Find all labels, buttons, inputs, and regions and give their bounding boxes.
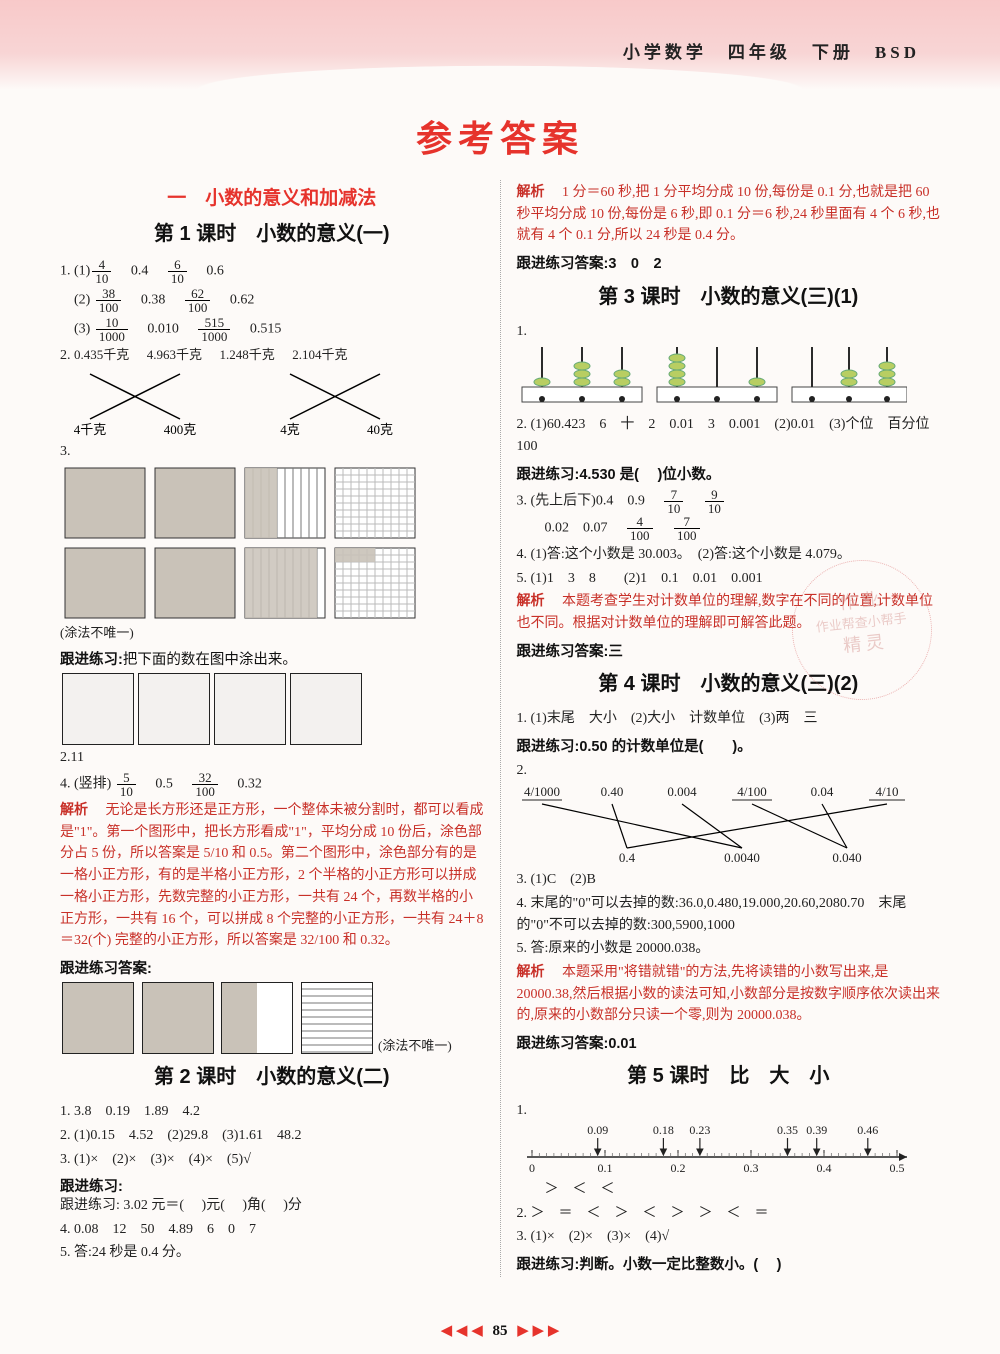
- svg-text:0.23: 0.23: [689, 1123, 710, 1137]
- svg-text:400克: 400克: [164, 422, 197, 437]
- svg-text:40克: 40克: [367, 422, 393, 437]
- s4-q3: 3. (1)C (2)B: [517, 869, 941, 891]
- s2-q5: 5. 答:24 秒是 0.4 分。: [60, 1242, 484, 1264]
- s1-q1-r2: (2) 38100 0.38 62100 0.62: [60, 287, 484, 314]
- svg-text:0.040: 0.040: [832, 850, 861, 865]
- svg-text:4/10: 4/10: [875, 784, 898, 799]
- s1-q1-r3: (3) 101000 0.010 5151000 0.515: [60, 316, 484, 343]
- left-column: 一 小数的意义和加减法 第 1 课时 小数的意义(一) 1. (1)410 0.…: [60, 180, 501, 1277]
- svg-text:0.2: 0.2: [670, 1161, 685, 1175]
- s4-follow: 跟进练习:0.50 的计数单位是( )。: [517, 736, 941, 758]
- abacus-diagram: [517, 342, 907, 412]
- s1-follow-ans-label: 跟进练习答案:: [60, 958, 484, 980]
- s5-follow: 跟进练习:判断。小数一定比整数小。( ): [517, 1254, 941, 1276]
- page: 小学数学 四年级 下册 BSD 参考答案 一 小数的意义和加减法 第 1 课时 …: [0, 0, 1000, 1354]
- page-number: 85: [493, 1323, 508, 1339]
- s3-follow-ans: 跟进练习答案:三: [517, 641, 941, 663]
- svg-text:0.1: 0.1: [597, 1161, 612, 1175]
- svg-text:0.5: 0.5: [889, 1161, 904, 1175]
- svg-text:0.40: 0.40: [600, 784, 623, 799]
- svg-text:0.004: 0.004: [667, 784, 697, 799]
- s4-q2-match: 4/1000 0.40 0.004 4/100 0.04 4/10 0.4 0.…: [517, 782, 917, 867]
- s3-follow: 跟进练习:4.530 是( )位小数。: [517, 464, 941, 486]
- s2-q1: 1. 3.8 0.19 1.89 4.2: [60, 1101, 484, 1123]
- svg-text:0.35: 0.35: [777, 1123, 798, 1137]
- s4-q2: 2. 4/1000 0.40 0.004 4/100 0.04 4/10 0.4…: [517, 760, 941, 867]
- s3-q3: 3. (先上后下)0.4 0.9 710 910 0.02 0.07 4100 …: [517, 488, 941, 542]
- s1-follow1-boxes: [60, 671, 484, 747]
- section-4-title: 第 4 课时 小数的意义(三)(2): [517, 669, 941, 700]
- s1-follow1: 跟进练习:把下面的数在图中涂出来。: [60, 649, 484, 671]
- s4-expl: 解析 本题采用"将错就错"的方法,先将读错的小数写出来,是 20000.38,然…: [517, 962, 941, 1027]
- s1-q2-cross-diagram: 4千克 400克 4克 40克: [60, 369, 440, 439]
- svg-text:0.4: 0.4: [816, 1161, 831, 1175]
- s5-q2: 2. ＞ ＝ ＜ ＞ ＜ ＞ ＞ ＜ ＝: [517, 1203, 941, 1225]
- chapter-title: 一 小数的意义和加减法: [60, 184, 484, 213]
- footer: ◀ ◀ ◀ 85 ▶ ▶ ▶: [0, 1307, 1000, 1354]
- svg-text:0.46: 0.46: [857, 1123, 878, 1137]
- svg-text:0.39: 0.39: [806, 1123, 827, 1137]
- s5-numberline: 0.09 0.18 0.23 0.35 0.39 0.46 0 0.1 0.2 0.3 0.4 0.…: [517, 1122, 917, 1177]
- s4-q1: 1. (1)末尾 大小 (2)大小 计数单位 (3)两 三: [517, 708, 941, 730]
- svg-text:0.09: 0.09: [587, 1123, 608, 1137]
- section-5-title: 第 5 课时 比 大 小: [517, 1061, 941, 1092]
- s3-q5: 5. (1)1 3 8 (2)1 0.1 0.01 0.001: [517, 568, 941, 590]
- main-title: 参考答案: [0, 110, 1000, 162]
- s2-follow-line: 跟进练习: 3.02 元＝( )元( )角( )分: [60, 1195, 484, 1217]
- s1-q4: 4. (竖排) 510 0.5 32100 0.32: [60, 771, 484, 798]
- s2-q2: 2. (1)0.15 4.52 (2)29.8 (3)1.61 48.2: [60, 1125, 484, 1147]
- svg-text:0: 0: [529, 1161, 535, 1175]
- content: 一 小数的意义和加减法 第 1 课时 小数的意义(一) 1. (1)410 0.…: [0, 180, 1000, 1307]
- s3-q2: 2. (1)60.423 6 十 2 0.01 3 0.001 (2)0.01 …: [517, 414, 941, 457]
- s1-q3: 3.: [60, 441, 484, 643]
- section-3-title: 第 3 课时 小数的意义(三)(1): [517, 282, 941, 313]
- svg-text:0.3: 0.3: [743, 1161, 758, 1175]
- s4-q5: 5. 答:原来的小数是 20000.038。: [517, 938, 941, 960]
- s3-q4: 4. (1)答:这个小数是 30.003。 (2)答:这个小数是 4.079。: [517, 544, 941, 566]
- r-top-expl: 解析 1 分＝60 秒,把 1 分平均分成 10 份,每份是 0.1 分,也就是…: [517, 182, 941, 247]
- q1-label: 1.: [60, 264, 71, 279]
- s5-q1: 1. 0.090.180.230.350.390.46 00.10.20.30.…: [517, 1100, 941, 1177]
- footer-arrows-right: ▶ ▶ ▶: [517, 1323, 559, 1339]
- s1-q3-note: (涂法不唯一): [60, 623, 484, 643]
- section-2-title: 第 2 课时 小数的意义(二): [60, 1062, 484, 1093]
- header-right-text: 小学数学 四年级 下册 BSD: [623, 38, 920, 63]
- s1-q3-grids: [60, 463, 440, 623]
- s1-follow1-val: 2.11: [60, 747, 484, 769]
- s5-q3: 3. (1)× (2)× (3)× (4)√: [517, 1226, 941, 1248]
- svg-text:0.4: 0.4: [618, 850, 635, 865]
- s2-q3: 3. (1)× (2)× (3)× (4)× (5)√: [60, 1149, 484, 1171]
- s5-q1b: ＞ ＜ ＜: [517, 1179, 941, 1201]
- header-band: 小学数学 四年级 下册 BSD: [0, 0, 1000, 90]
- s3-q1: 1.: [517, 321, 941, 413]
- s4-q4: 4. 末尾的"0"可以去掉的数:36.0,0.480,19.000,20.60,…: [517, 893, 941, 936]
- s2-q4: 4. 0.08 12 50 4.89 6 0 7: [60, 1219, 484, 1241]
- svg-text:4/100: 4/100: [737, 784, 767, 799]
- s1-q1: 1. (1)410 0.4 610 0.6: [60, 258, 484, 285]
- s1-q2: 2. 0.435千克 4.963千克 1.248千克 2.104千克: [60, 345, 484, 367]
- svg-text:0.04: 0.04: [810, 784, 833, 799]
- s1-follow-ans-boxes: (涂法不唯一): [60, 980, 484, 1056]
- svg-text:4千克: 4千克: [74, 422, 107, 437]
- s1-expl: 解析 无论是长方形还是正方形，一个整体未被分割时，都可以看成是"1"。第一个图形…: [60, 800, 484, 952]
- s4-follow-ans: 跟进练习答案:0.01: [517, 1033, 941, 1055]
- s3-expl: 解析 本题考查学生对计数单位的理解,数字在不同的位置,计数单位也不同。根据对计数…: [517, 591, 941, 634]
- svg-text:4/1000: 4/1000: [523, 784, 559, 799]
- svg-text:0.0040: 0.0040: [724, 850, 760, 865]
- r-follow-top: 跟进练习答案:3 0 2: [517, 253, 941, 275]
- footer-arrows-left: ◀ ◀ ◀: [441, 1323, 483, 1339]
- section-1-title: 第 1 课时 小数的意义(一): [60, 219, 484, 250]
- svg-text:4克: 4克: [280, 422, 300, 437]
- svg-text:0.18: 0.18: [652, 1123, 673, 1137]
- right-column: 作 业 作业帮查小帮手 精 灵 解析 1 分＝60 秒,把 1 分平均分成 10…: [501, 180, 941, 1277]
